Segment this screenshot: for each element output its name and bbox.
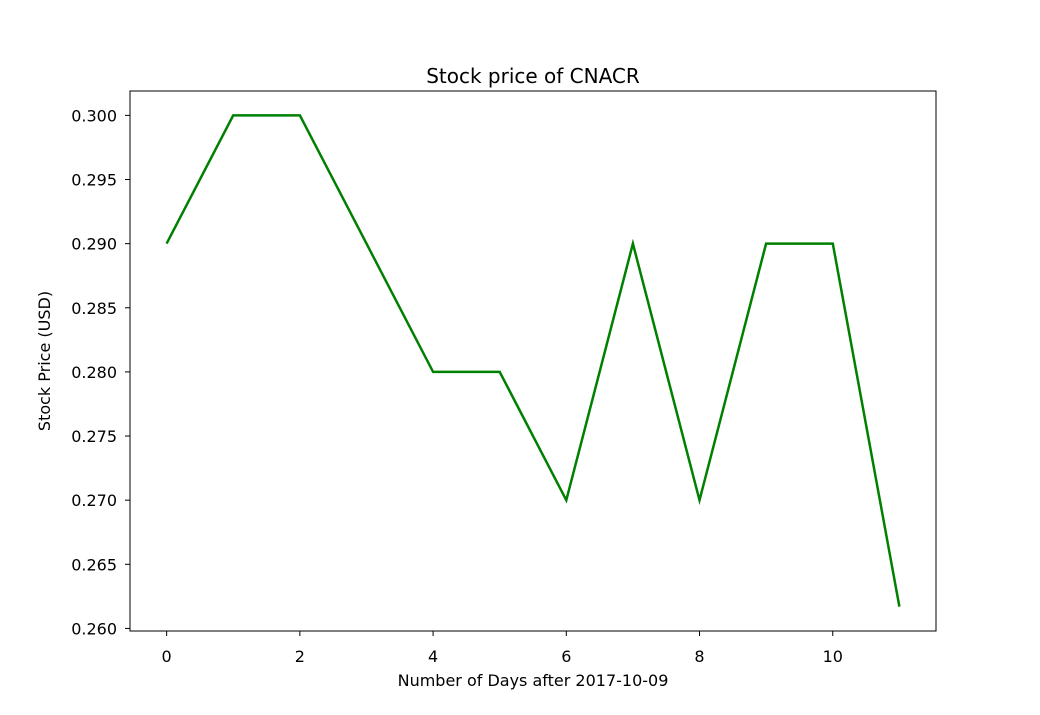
x-tick-label: 8 — [694, 647, 704, 666]
y-tick-label: 0.285 — [71, 299, 117, 318]
y-tick-label: 0.260 — [71, 619, 117, 638]
y-tick-label: 0.265 — [71, 555, 117, 574]
x-tick-label: 10 — [823, 647, 843, 666]
chart-title: Stock price of CNACR — [426, 64, 640, 88]
y-axis-label: Stock Price (USD) — [35, 291, 54, 431]
y-tick-label: 0.280 — [71, 363, 117, 382]
x-tick-label: 6 — [561, 647, 571, 666]
x-axis: 0 2 4 6 8 10 — [162, 631, 843, 666]
y-tick-label: 0.270 — [71, 491, 117, 510]
x-tick-label: 0 — [162, 647, 172, 666]
plot-frame — [129, 90, 937, 632]
y-axis: 0.260 0.265 0.270 0.275 0.280 0.285 0.290 0.295… — [71, 106, 130, 638]
x-tick-label: 4 — [428, 647, 438, 666]
y-tick-label: 0.295 — [71, 171, 117, 190]
series-line — [165, 114, 901, 607]
y-tick-label: 0.275 — [71, 427, 117, 446]
plot-area — [165, 114, 901, 607]
x-axis-label: Number of Days after 2017-10-09 — [398, 671, 669, 690]
y-tick-label: 0.300 — [71, 106, 117, 125]
x-tick-label: 2 — [295, 647, 305, 666]
y-tick-label: 0.290 — [71, 235, 117, 254]
